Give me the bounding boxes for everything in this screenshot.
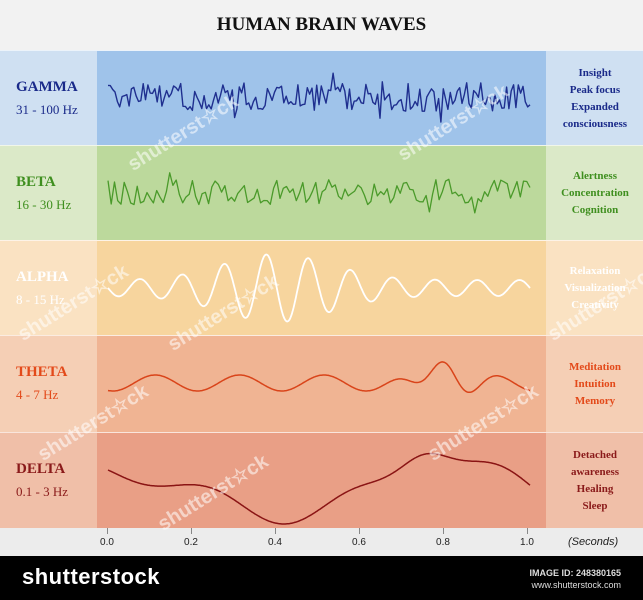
- band-label: DELTA 0.1 - 3 Hz: [16, 461, 68, 500]
- band-name: ALPHA: [16, 269, 69, 285]
- axis-tick: [275, 528, 276, 534]
- band-frequency: 16 - 30 Hz: [16, 197, 72, 212]
- wave-delta: [107, 452, 531, 525]
- band-name: BETA: [16, 174, 56, 190]
- band-delta: DELTA 0.1 - 3 Hz Detached awareness Healing S…: [0, 432, 643, 529]
- footer-image-id-text: IMAGE ID: 248380165: [529, 568, 621, 578]
- band-name: THETA: [16, 364, 68, 380]
- wave-gamma: [107, 72, 531, 123]
- band-effect-item: Visualization: [564, 282, 626, 294]
- axis-tick: [107, 528, 108, 534]
- band-effects: Detached awareness Healing Sleep: [550, 447, 640, 515]
- band-effect-item: Detached: [573, 449, 617, 461]
- axis-tick: [527, 528, 528, 534]
- band-gamma: GAMMA 31 - 100 Hz Insight Peak focus Expande…: [0, 50, 643, 146]
- band-effect-item: Healing: [576, 483, 614, 495]
- band-effect-item: Concentration: [561, 187, 629, 199]
- footer-brand: shutterstock: [22, 564, 161, 589]
- axis-tick-label: 1.0: [520, 537, 534, 548]
- band-effect-item: Sleep: [582, 500, 608, 512]
- band-effect-item: Cognition: [571, 204, 619, 216]
- band-frequency: 4 - 7 Hz: [16, 387, 59, 402]
- band-effect-item: Relaxation: [569, 265, 621, 277]
- band-label: BETA 16 - 30 Hz: [16, 174, 71, 213]
- band-name: GAMMA: [16, 79, 78, 95]
- axis-tick-label: 0.6: [352, 537, 366, 548]
- band-label: ALPHA 8 - 15 Hz: [16, 269, 69, 308]
- axis-tick: [359, 528, 360, 534]
- footer-image-id: IMAGE ID: 248380165 www.shutterstock.com: [529, 567, 621, 591]
- band-effects: Insight Peak focus Expanded consciousness: [550, 65, 640, 133]
- band-name: DELTA: [16, 461, 66, 477]
- wave-theta: [107, 361, 531, 394]
- band-wave-panel: [97, 51, 546, 146]
- axis-tick-label: 0.2: [184, 537, 198, 548]
- axis-unit-label: (Seconds): [568, 536, 619, 548]
- band-frequency: 0.1 - 3 Hz: [16, 484, 68, 499]
- diagram-title: HUMAN BRAIN WAVES: [216, 14, 427, 35]
- band-frequency: 31 - 100 Hz: [16, 102, 78, 117]
- axis-tick-label: 0.0: [100, 537, 114, 548]
- axis-tick: [443, 528, 444, 534]
- band-effect-item: Creativity: [571, 299, 619, 311]
- wave-alpha: [107, 253, 531, 323]
- band-effect-item: Insight: [578, 67, 612, 79]
- footer-site-text: www.shutterstock.com: [531, 580, 621, 590]
- band-effects: Alertness Concentration Cognition: [550, 168, 640, 219]
- band-frequency: 8 - 15 Hz: [16, 292, 65, 307]
- band-effect-item: Peak focus: [569, 84, 621, 96]
- band-effects: Meditation Intuition Memory: [550, 359, 640, 410]
- band-label: GAMMA 31 - 100 Hz: [16, 79, 78, 118]
- wave-beta: [107, 172, 531, 214]
- band-effects: Relaxation Visualization Creativity: [550, 263, 640, 314]
- band-effect-item: awareness: [570, 466, 620, 478]
- band-effect-item: Expanded: [571, 101, 619, 113]
- footer-bar: shutterstock IMAGE ID: 248380165 www.shu…: [0, 556, 643, 600]
- axis-tick-label: 0.8: [436, 537, 450, 548]
- band-wave-panel: [97, 336, 546, 433]
- band-theta: THETA 4 - 7 Hz Meditation Intuition Memory: [0, 335, 643, 433]
- band-wave-panel: [97, 433, 546, 529]
- band-effect-item: Intuition: [574, 378, 616, 390]
- band-effect-item: Memory: [574, 395, 616, 407]
- band-label: THETA 4 - 7 Hz: [16, 364, 67, 403]
- axis-tick: [191, 528, 192, 534]
- band-effect-item: Meditation: [569, 361, 621, 373]
- axis-tick-label: 0.4: [268, 537, 282, 548]
- time-axis: [0, 528, 643, 556]
- band-effect-item: Alertness: [573, 170, 617, 182]
- band-effect-item: consciousness: [562, 118, 628, 130]
